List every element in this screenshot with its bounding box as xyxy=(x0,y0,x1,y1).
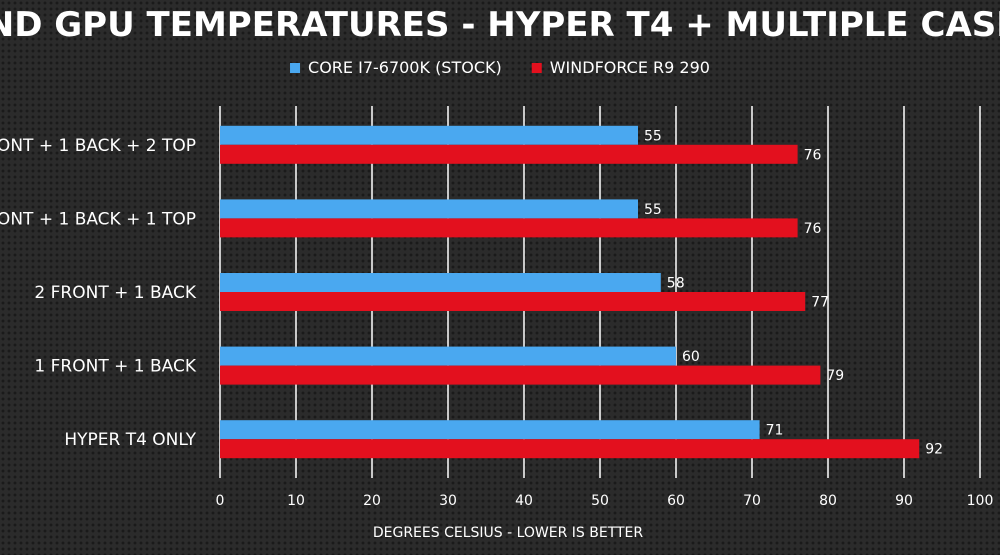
legend-label: WINDFORCE R9 290 xyxy=(550,58,710,77)
x-tick-labels: 0 10 20 30 40 50 60 70 80 90 100 xyxy=(216,493,994,509)
category-label: HYPER T4 ONLY xyxy=(64,430,196,450)
bar-gpu xyxy=(220,439,920,459)
bar-cpu xyxy=(220,420,760,440)
legend-item: WINDFORCE R9 290 xyxy=(531,58,710,77)
category-label: 2 FRONT + 1 BACK + 1 TOP xyxy=(0,209,196,229)
category-label: 2 FRONT + 1 BACK xyxy=(34,283,196,303)
x-tick-label: 70 xyxy=(743,493,761,509)
data-label: 92 xyxy=(925,442,943,458)
x-axis-title: DEGREES CELSIUS - LOWER IS BETTER xyxy=(373,525,644,541)
data-label: 55 xyxy=(644,202,662,218)
legend-swatch xyxy=(290,63,301,73)
data-label: 55 xyxy=(644,128,662,144)
data-label: 60 xyxy=(682,349,700,365)
chart-title: CPU AND GPU TEMPERATURES - HYPER T4 + MU… xyxy=(0,5,1000,45)
category-labels: 2 FRONT + 1 BACK + 2 TOP 2 FRONT + 1 BACK… xyxy=(0,136,197,450)
data-label: 58 xyxy=(667,276,685,292)
legend-swatch xyxy=(531,63,542,73)
data-label: 77 xyxy=(811,295,829,311)
legend-label: CORE I7-6700K (STOCK) xyxy=(308,58,502,77)
x-tick-label: 10 xyxy=(287,493,305,509)
data-label: 76 xyxy=(804,147,822,163)
x-tick-label: 100 xyxy=(967,493,994,509)
bar-cpu xyxy=(220,125,638,145)
x-tick-label: 80 xyxy=(819,493,837,509)
bar-cpu xyxy=(220,273,661,292)
category-label: 1 FRONT + 1 BACK xyxy=(34,357,196,377)
x-tick-label: 60 xyxy=(667,493,685,509)
bar-cpu xyxy=(220,199,638,219)
category-label: 2 FRONT + 1 BACK + 2 TOP xyxy=(0,136,196,156)
x-tick-label: 0 xyxy=(216,493,225,509)
legend: CORE I7-6700K (STOCK) WINDFORCE R9 290 xyxy=(290,58,710,77)
bar-cpu xyxy=(220,346,676,366)
data-label: 79 xyxy=(826,368,844,384)
x-tick-label: 50 xyxy=(591,493,609,509)
bar-gpu xyxy=(220,218,798,238)
x-tick-label: 30 xyxy=(439,493,457,509)
bar-gpu xyxy=(220,144,798,164)
x-tick-label: 90 xyxy=(895,493,913,509)
bars: 55 76 55 76 58 77 60 79 71 92 xyxy=(220,125,943,459)
bar-gpu xyxy=(220,365,821,385)
data-label: 71 xyxy=(766,423,784,439)
data-label: 76 xyxy=(804,221,822,237)
x-tick-label: 20 xyxy=(363,493,381,509)
bar-gpu xyxy=(220,292,806,311)
legend-item: CORE I7-6700K (STOCK) xyxy=(290,58,502,77)
x-tick-label: 40 xyxy=(515,493,533,509)
